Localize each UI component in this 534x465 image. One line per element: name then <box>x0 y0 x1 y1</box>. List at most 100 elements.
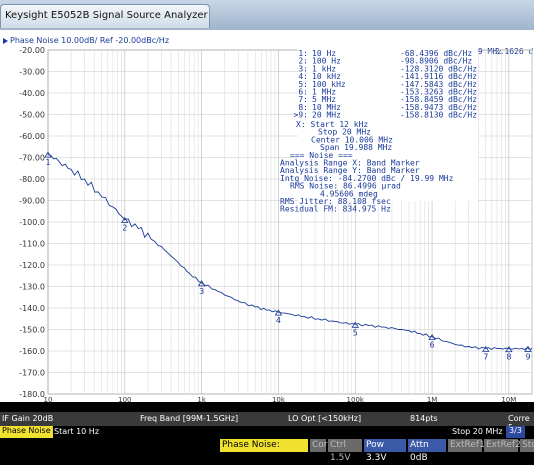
marker-row-freq: 10 Hz <box>312 49 336 58</box>
y-tick-label: -30.00 <box>19 68 45 77</box>
marker-row-value: -128.3120 dBc/Hz <box>400 64 477 73</box>
marker-row-label: 8: <box>298 103 308 112</box>
marker-row-freq: 20 MHz <box>312 111 341 120</box>
noise-info-line: Analysis Range Y: Band Marker <box>280 166 420 175</box>
marker-triangle-icon <box>44 151 52 158</box>
marker-row-label: 7: <box>298 95 308 104</box>
softkey-ctrl[interactable]: Ctrl 1.5V <box>328 439 362 463</box>
marker-triangle-icon <box>197 280 206 287</box>
noise-info-line: RMS Jitter: 88.108 fsec <box>280 197 391 206</box>
x-tick-label: 10 <box>44 396 53 402</box>
marker-number: 2 <box>122 224 127 233</box>
freq-band: Freq Band [99M-1.5GHz] <box>140 414 239 423</box>
marker-row-label: 4: <box>298 72 308 81</box>
x-tick-label: 100 <box>118 396 131 402</box>
marker-triangle-icon <box>121 216 129 224</box>
y-tick-label: -110.0 <box>19 240 45 249</box>
y-tick-label: -150.0 <box>19 326 45 335</box>
noise-info-line: RMS Noise: 86.4996 µrad <box>290 182 401 191</box>
page-indicator: 3/3 <box>506 426 525 438</box>
softkey-stor[interactable]: Stor <box>520 439 534 452</box>
noise-info-line: Center 10.006 MHz <box>311 135 393 144</box>
softkey-attn[interactable]: Attn 0dB <box>408 439 446 463</box>
start-freq: Start 10 Hz <box>54 427 100 436</box>
y-tick-label: -40.00 <box>19 89 45 98</box>
if-gain: IF Gain 20dB <box>2 414 54 423</box>
softkey-bar: Phase Noise: Meas Cor Ctrl 1.5V Pow 3.3V… <box>0 438 534 463</box>
marker-number: 6 <box>430 341 435 350</box>
marker-triangle-icon <box>274 309 283 316</box>
marker-row-freq: 1 kHz <box>312 64 336 73</box>
y-tick-label: -80.00 <box>19 175 45 184</box>
noise-info-line: Intg Noise: -84.2700 dBc / 19.99 MHz <box>280 174 454 183</box>
marker-points: 1 2 3 4 5 6 7 8 9 <box>44 151 532 362</box>
y-tick-label: -130.0 <box>19 283 45 292</box>
marker-row-value: -147.5843 dBc/Hz <box>400 80 477 89</box>
y-tick-label: -20.00 <box>19 46 45 55</box>
y-tick-label: -120.0 <box>19 261 45 270</box>
marker-triangle-icon <box>428 333 436 341</box>
lo-opt: LO Opt [<150kHz] <box>288 414 362 423</box>
softkey-meas[interactable]: Phase Noise: Meas <box>220 439 308 463</box>
marker-row-value: -141.9116 dBc/Hz <box>400 72 477 81</box>
marker-row-label: 1: <box>298 49 308 58</box>
trace-header: Phase Noise 10.00dB/ Ref -20.00dBc/Hz <box>10 36 169 45</box>
status-bar-top: IF Gain 20dB Freq Band [99M-1.5GHz] LO O… <box>0 412 534 432</box>
softkey-pow[interactable]: Pow 3.3V <box>364 439 406 463</box>
x-tick-label: 1k <box>197 396 206 402</box>
window-tab[interactable]: Keysight E5052B Signal Source Analyzer <box>0 4 210 28</box>
marker-triangle-icon <box>351 321 359 328</box>
y-tick-label: -50.00 <box>19 111 45 120</box>
noise-info-line: === Noise === <box>290 151 353 160</box>
x-tick-label: 1M <box>427 396 438 402</box>
title-bar: Keysight E5052B Signal Source Analyzer <box>0 0 534 30</box>
y-tick-label: -140.0 <box>19 304 45 313</box>
marker-row-value: -158.8130 dBc/Hz <box>400 111 477 120</box>
phase-noise-plot: Phase Noise 10.00dB/ Ref -20.00dBc/Hz Ca… <box>0 30 534 402</box>
marker-table: 1: 10 Hz -68.4396 dBc/Hz 2: 100 Hz -98.8906 d… <box>294 47 478 201</box>
noise-info-line: Analysis Range X: Band Marker <box>280 159 420 168</box>
marker-row-label: 3: <box>298 64 308 73</box>
phase-noise-trace <box>47 153 533 351</box>
marker-row-label: >9: <box>294 111 308 120</box>
marker-row-freq: 5 MHz <box>312 95 336 104</box>
y-axis-ticks: -20.00 -30.00 -40.00 -50.00 -60.00 -70.00 -80.… <box>19 46 45 399</box>
marker-row-freq: 1 MHz <box>312 88 336 97</box>
x-tick-label: 100k <box>347 396 365 402</box>
trace-indicator-icon <box>3 38 8 44</box>
x-tick-label: 10M <box>501 396 516 402</box>
y-tick-label: -170.0 <box>19 369 45 378</box>
y-tick-label: -70.00 <box>19 154 45 163</box>
grid-lines <box>47 49 533 395</box>
x-tick-label: 10k <box>272 396 286 402</box>
marker-row-value: -153.3263 dBc/Hz <box>400 88 477 97</box>
softkey-extref1[interactable]: ExtRef1 <box>448 439 485 452</box>
marker-row-label: 2: <box>298 57 308 66</box>
marker-triangle-icon <box>505 345 513 353</box>
noise-info-line: X: Start 12 kHz <box>296 120 368 129</box>
y-tick-label: -90.00 <box>19 197 45 206</box>
marker-number: 7 <box>483 353 488 362</box>
x-axis-ticks: 10 100 1k 10k 100k 1M 10M <box>44 396 517 402</box>
stop-freq: Stop 20 MHz <box>452 427 503 436</box>
marker-number: 5 <box>353 328 358 337</box>
noise-info-line: 4.95606 mdeg <box>320 189 378 198</box>
marker-triangle-icon <box>524 345 532 352</box>
softkey-extref2[interactable]: ExtRef2 <box>484 439 521 452</box>
marker-row-value: -158.9473 dBc/Hz <box>400 103 477 112</box>
marker-row-label: 6: <box>298 88 308 97</box>
phase-noise-chart: Phase Noise 10.00dB/ Ref -20.00dBc/Hz Ca… <box>3 36 534 402</box>
marker-row-value: -158.8459 dBc/Hz <box>400 95 477 104</box>
marker-row-freq: 10 kHz <box>312 72 341 81</box>
marker-row-value: -98.8906 dBc/Hz <box>400 57 472 66</box>
softkey-cor[interactable]: Cor <box>310 439 328 452</box>
y-tick-label: -100.0 <box>19 218 45 227</box>
y-tick-label: -160.0 <box>19 347 45 356</box>
marker-row-freq: 10 MHz <box>312 103 341 112</box>
status-bar-bottom: Phase Noise Start 10 Hz Stop 20 MHz 3/3 <box>0 426 534 438</box>
marker-row-freq: 100 Hz <box>312 57 341 66</box>
meas-indicator: Phase Noise <box>0 426 53 438</box>
points-count: 814pts <box>410 414 438 423</box>
y-tick-label: -180.0 <box>19 390 45 399</box>
